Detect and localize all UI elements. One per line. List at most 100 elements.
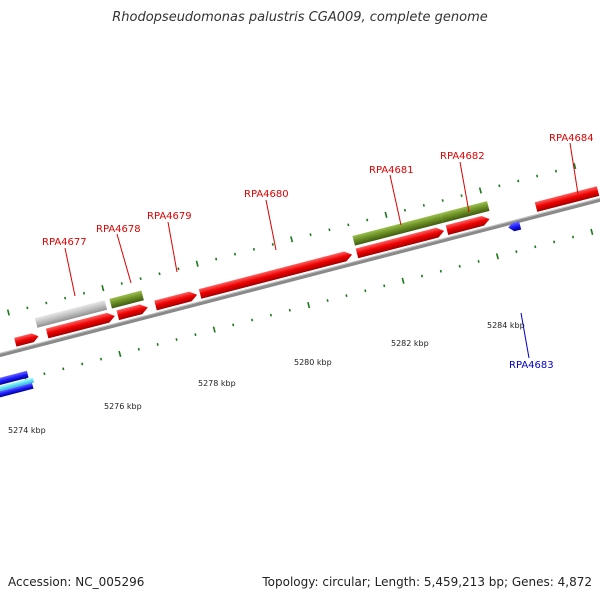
tick-mark [536, 174, 539, 178]
gene-rpa-4677[interactable] [45, 311, 116, 339]
tick-mark [137, 347, 140, 351]
callout-rpa-4681 [389, 174, 402, 226]
tick-mark [495, 253, 499, 260]
callout-lines [64, 142, 579, 297]
tick-mark [573, 162, 577, 170]
tick-mark [439, 269, 442, 273]
tick-mark [82, 291, 86, 295]
tick-mark [175, 338, 178, 341]
tick-mark [328, 228, 331, 232]
tick-mark [177, 267, 180, 271]
axis-label-5280: 5280 kbp [294, 358, 332, 367]
label-rpa-4682: RPA4682 [440, 151, 485, 162]
tick-mark [271, 243, 274, 246]
tick-mark [269, 313, 273, 317]
tick-mark [233, 252, 237, 256]
label-rpa-4680: RPA4680 [244, 189, 289, 200]
label-rpa-4681: RPA4681 [369, 165, 414, 176]
gene-rpa-4679[interactable] [154, 290, 198, 311]
genome-stats-text: Topology: circular; Length: 5,459,213 bp… [262, 575, 592, 589]
tick-mark [62, 367, 65, 371]
tick-mark [366, 218, 369, 222]
map-band [0, 162, 600, 405]
tick-mark [290, 236, 294, 243]
tick-mark [553, 240, 556, 244]
tick-mark [517, 179, 520, 183]
tick-mark [288, 308, 291, 312]
axis-label-5276: 5276 kbp [104, 402, 142, 411]
tick-mark [441, 199, 444, 202]
tick-mark [460, 194, 463, 198]
callout-rpa-4683 [520, 312, 530, 359]
tick-mark [498, 184, 501, 188]
tick-mark [554, 169, 558, 173]
tick-mark [534, 245, 537, 249]
gene-rpa-4680[interactable] [198, 250, 354, 299]
tick-mark [307, 302, 311, 309]
label-rpa-4683: RPA4683 [509, 360, 554, 371]
tick-mark [345, 294, 348, 298]
tick-row-forward [6, 162, 577, 316]
label-rpa-4678: RPA4678 [96, 224, 141, 235]
tick-mark [571, 235, 575, 239]
gene-reverse-left-1[interactable] [0, 370, 29, 394]
axis-label-5284: 5284 kbp [487, 321, 525, 330]
tick-mark [118, 350, 122, 358]
gene-rpa-4681[interactable] [355, 226, 446, 259]
feature-olive-rpa-4681[interactable] [352, 213, 444, 246]
axis-label-5278: 5278 kbp [198, 379, 236, 388]
label-rpa-4677: RPA4677 [42, 237, 87, 248]
genome-backbone-highlight [0, 182, 600, 365]
tick-mark [45, 301, 48, 305]
tick-mark [420, 274, 424, 278]
feature-olive-rpa-4678[interactable] [109, 290, 144, 309]
feature-grey[interactable] [34, 300, 108, 328]
tick-row-reverse [23, 228, 594, 382]
tick-mark [458, 264, 461, 268]
gene-rpa-4675[interactable] [14, 332, 39, 347]
tick-mark [250, 318, 254, 322]
label-rpa-4679: RPA4679 [147, 211, 192, 222]
callout-rpa-4680 [265, 199, 277, 251]
tick-mark [195, 260, 199, 267]
gene-rpa-4682[interactable] [445, 214, 491, 235]
tick-mark [515, 250, 518, 254]
gene-rpa-4678[interactable] [116, 303, 150, 321]
tick-mark [43, 372, 46, 376]
tick-mark [403, 208, 407, 212]
tick-mark [401, 277, 405, 284]
tick-mark [383, 284, 386, 288]
tick-mark [64, 296, 67, 300]
tick-mark [212, 326, 216, 333]
accession-text: Accession: NC_005296 [8, 575, 145, 589]
gene-rpa-4683[interactable] [507, 221, 522, 232]
tick-mark [120, 282, 123, 285]
axis-label-5282: 5282 kbp [391, 339, 429, 348]
tick-mark [215, 257, 218, 261]
tick-mark [326, 299, 329, 302]
map-title: Rhodopseudomonas palustris CGA009, compl… [112, 10, 488, 25]
tick-mark [590, 228, 594, 236]
axis-label-5274: 5274 kbp [8, 426, 46, 435]
gene-reverse-left-3[interactable] [0, 382, 34, 405]
feature-olive-rpa-4682[interactable] [440, 201, 490, 223]
tick-mark [81, 362, 84, 366]
tick-mark [232, 323, 235, 327]
callout-rpa-4677 [64, 247, 76, 297]
tick-mark [309, 233, 312, 237]
genome-backbone [0, 182, 600, 367]
gene-reverse-left-2[interactable] [0, 377, 34, 399]
tick-mark [158, 272, 161, 276]
tick-mark [26, 306, 29, 310]
tick-mark [478, 187, 482, 194]
tick-mark [99, 357, 103, 361]
tick-mark [101, 285, 105, 292]
callout-rpa-4679 [167, 221, 178, 273]
callout-rpa-4678 [116, 233, 132, 284]
gene-rpa-4684[interactable] [534, 186, 600, 212]
tick-mark [477, 260, 480, 263]
callout-rpa-4684 [569, 142, 579, 195]
tick-mark [194, 333, 197, 337]
tick-mark [252, 247, 256, 251]
